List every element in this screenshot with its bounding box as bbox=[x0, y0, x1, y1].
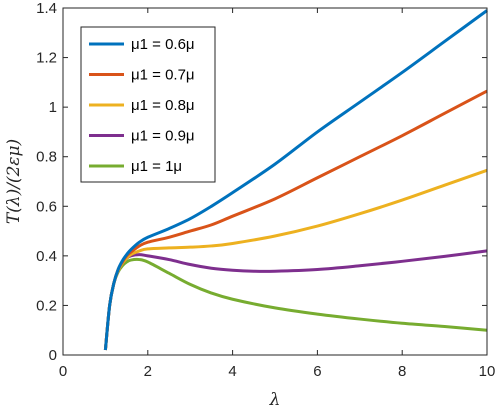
legend-label-0: μ1 = 0.6μ bbox=[131, 36, 195, 53]
legend-label-1: μ1 = 0.7μ bbox=[131, 67, 195, 84]
y-tick-label: 0.4 bbox=[36, 248, 57, 265]
x-tick-label: 4 bbox=[228, 363, 236, 380]
x-tick-label: 0 bbox=[59, 363, 67, 380]
y-tick-label: 0.2 bbox=[36, 297, 57, 314]
y-tick-label: 0.8 bbox=[36, 149, 57, 166]
y-tick-label: 1.4 bbox=[36, 0, 57, 17]
y-tick-label: 1 bbox=[49, 99, 57, 116]
series-line-0 bbox=[103, 9, 488, 351]
legend-label-3: μ1 = 0.9μ bbox=[131, 128, 195, 145]
x-tick-label: 2 bbox=[144, 363, 152, 380]
x-tick-label: 8 bbox=[398, 363, 406, 380]
y-tick-label: 1.2 bbox=[36, 50, 57, 67]
legend: μ1 = 0.6μ μ1 = 0.7μ μ1 = 0.8μ μ1 = 0.9μ μ1 =… bbox=[80, 26, 216, 183]
x-tick-label: 10 bbox=[479, 363, 496, 380]
y-axis-label: T(λ)/(2εμ) bbox=[4, 139, 24, 224]
axes-layer: 0 2 4 6 8 10 0 0.2 0.4 0.6 0.8 1 1.2 1.4 bbox=[36, 0, 495, 380]
legend-label-4: μ1 = 1μ bbox=[131, 158, 182, 175]
axes-box bbox=[62, 7, 488, 356]
x-axis-label: λ bbox=[269, 390, 281, 410]
x-tick-label: 6 bbox=[313, 363, 321, 380]
legend-label-2: μ1 = 0.8μ bbox=[131, 97, 195, 114]
y-tick-label: 0 bbox=[49, 347, 57, 364]
y-tick-label: 0.6 bbox=[36, 198, 57, 215]
series-layer bbox=[103, 9, 488, 351]
